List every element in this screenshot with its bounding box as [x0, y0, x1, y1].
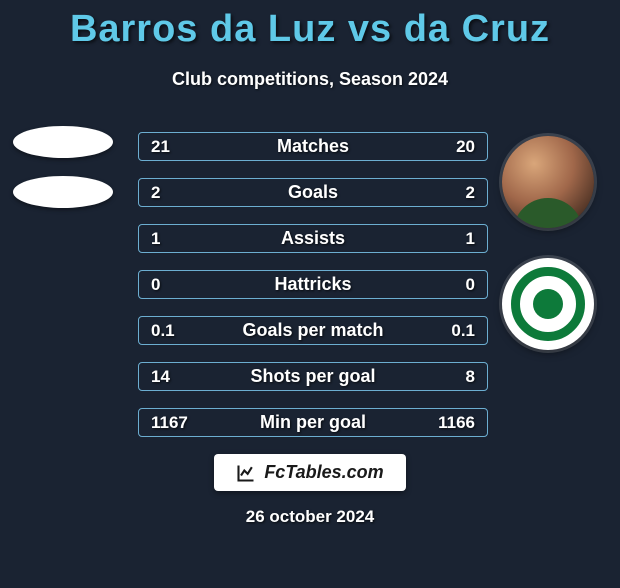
comparison-title: Barros da Luz vs da Cruz	[0, 8, 620, 51]
stat-row: 1167Min per goal1166	[138, 408, 488, 437]
stat-value-right: 20	[425, 137, 475, 157]
chart-icon	[236, 463, 256, 483]
stat-value-right: 1	[425, 229, 475, 249]
stat-label: Min per goal	[201, 412, 425, 433]
stat-row: 21Matches20	[138, 132, 488, 161]
stat-row: 14Shots per goal8	[138, 362, 488, 391]
stat-value-left: 1167	[151, 413, 201, 433]
stat-value-right: 1166	[425, 413, 475, 433]
footer: FcTables.com 26 october 2024	[0, 454, 620, 527]
right-player-column	[498, 136, 598, 350]
club-badge-center	[533, 289, 563, 319]
stat-value-left: 0.1	[151, 321, 201, 341]
stats-table: 21Matches202Goals21Assists10Hattricks00.…	[138, 132, 488, 437]
stat-label: Shots per goal	[201, 366, 425, 387]
site-logo-text: FcTables.com	[264, 462, 383, 483]
stat-label: Matches	[201, 136, 425, 157]
stat-value-left: 0	[151, 275, 201, 295]
player2-club-badge	[502, 258, 594, 350]
stat-row: 0Hattricks0	[138, 270, 488, 299]
stat-value-right: 8	[425, 367, 475, 387]
stat-value-left: 1	[151, 229, 201, 249]
stat-value-right: 0	[425, 275, 475, 295]
player1-avatar-placeholder	[13, 126, 113, 158]
left-player-column	[8, 126, 118, 208]
stat-value-right: 2	[425, 183, 475, 203]
site-logo: FcTables.com	[214, 454, 405, 491]
stat-label: Goals	[201, 182, 425, 203]
stat-value-right: 0.1	[425, 321, 475, 341]
stat-label: Assists	[201, 228, 425, 249]
stat-value-left: 14	[151, 367, 201, 387]
club-badge-ring	[511, 267, 585, 341]
stat-value-left: 21	[151, 137, 201, 157]
stat-label: Goals per match	[201, 320, 425, 341]
stat-value-left: 2	[151, 183, 201, 203]
snapshot-date: 26 october 2024	[246, 507, 375, 527]
comparison-subtitle: Club competitions, Season 2024	[0, 69, 620, 90]
stat-row: 2Goals2	[138, 178, 488, 207]
stat-row: 0.1Goals per match0.1	[138, 316, 488, 345]
player2-avatar	[502, 136, 594, 228]
stat-row: 1Assists1	[138, 224, 488, 253]
player1-club-placeholder	[13, 176, 113, 208]
stat-label: Hattricks	[201, 274, 425, 295]
